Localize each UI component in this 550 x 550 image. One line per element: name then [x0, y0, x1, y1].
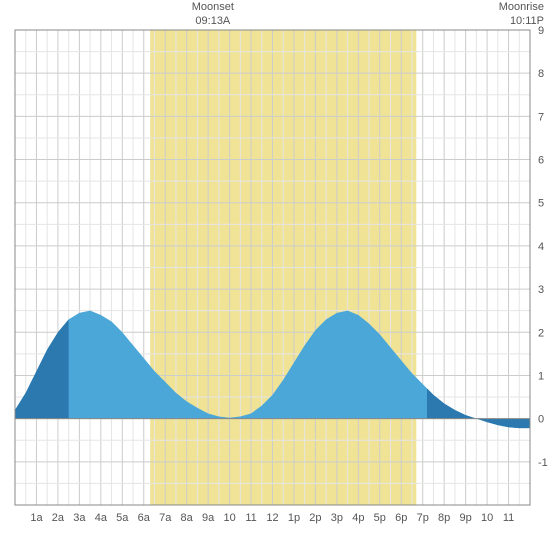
svg-text:3p: 3p	[331, 512, 343, 524]
svg-text:6: 6	[538, 155, 544, 167]
svg-text:1: 1	[538, 370, 544, 382]
svg-text:4p: 4p	[352, 512, 364, 524]
chart-svg: 1a2a3a4a5a6a7a8a9a1011121p2p3p4p5p6p7p8p…	[0, 0, 550, 550]
svg-text:11: 11	[245, 512, 256, 524]
moonrise-title: Moonrise	[499, 0, 544, 14]
svg-text:2: 2	[538, 327, 544, 339]
svg-text:5a: 5a	[116, 512, 129, 524]
svg-text:11: 11	[503, 512, 514, 524]
tide-chart: Moonset 09:13A Moonrise 10:11P 1a 2a 3a 4a 5…	[0, 0, 550, 550]
svg-text:7: 7	[538, 111, 544, 123]
svg-text:8a: 8a	[181, 512, 194, 524]
svg-text:7a: 7a	[159, 512, 172, 524]
svg-text:6a: 6a	[138, 512, 151, 524]
svg-text:4a: 4a	[95, 512, 108, 524]
svg-text:12: 12	[266, 512, 278, 524]
svg-text:8p: 8p	[438, 512, 450, 524]
moonrise-label: Moonrise 10:11P	[499, 0, 544, 29]
svg-text:5p: 5p	[374, 512, 386, 524]
svg-text:5: 5	[538, 198, 544, 210]
svg-text:9a: 9a	[202, 512, 215, 524]
svg-text:0: 0	[538, 414, 544, 426]
svg-text:4: 4	[538, 241, 544, 253]
svg-text:8: 8	[538, 68, 544, 80]
svg-text:10: 10	[223, 512, 235, 524]
svg-text:-1: -1	[538, 457, 548, 469]
moonrise-time: 10:11P	[499, 14, 544, 28]
moonset-time: 09:13A	[173, 14, 253, 28]
svg-text:2a: 2a	[52, 512, 65, 524]
svg-text:6p: 6p	[395, 512, 407, 524]
moonset-title: Moonset	[173, 0, 253, 14]
svg-text:3: 3	[538, 284, 544, 296]
svg-text:9p: 9p	[460, 512, 472, 524]
moonset-label: Moonset 09:13A	[173, 0, 253, 29]
svg-text:1p: 1p	[288, 512, 300, 524]
svg-text:2p: 2p	[309, 512, 321, 524]
svg-text:1a: 1a	[30, 512, 43, 524]
svg-text:7p: 7p	[417, 512, 429, 524]
svg-text:10: 10	[481, 512, 493, 524]
svg-text:3a: 3a	[73, 512, 86, 524]
